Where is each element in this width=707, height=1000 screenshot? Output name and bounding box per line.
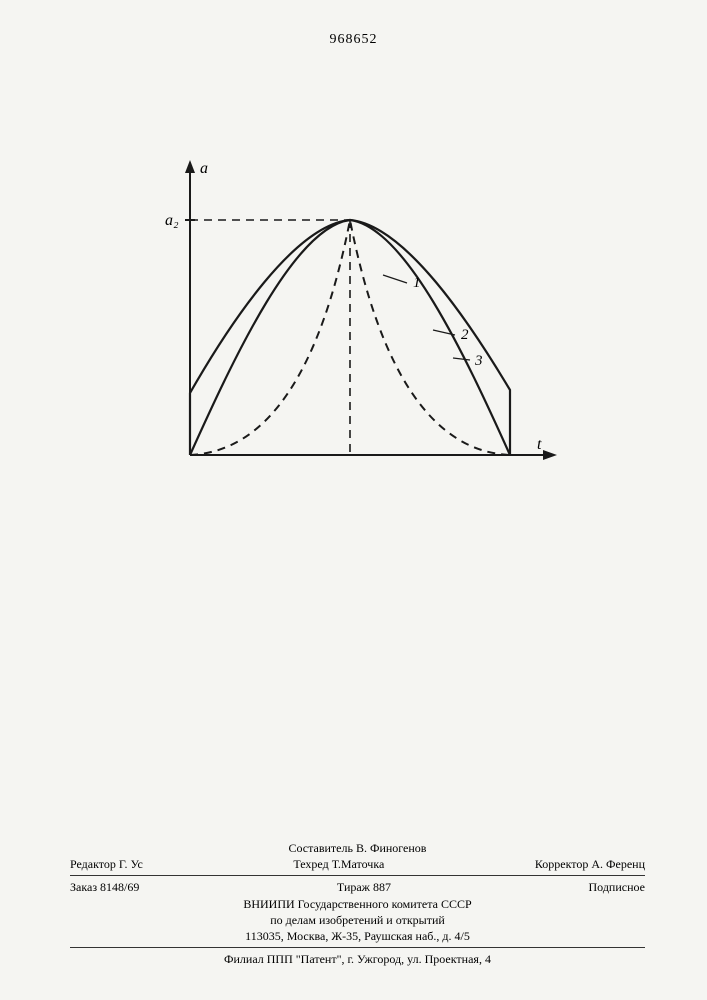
footer-rule-2 bbox=[70, 947, 645, 948]
footer-compiler: Составитель В. Финогенов bbox=[70, 840, 645, 856]
footer-corrector: Корректор А. Ференц bbox=[535, 856, 645, 872]
footer-techred: Техред Т.Маточка bbox=[293, 856, 384, 872]
curve-label-3: 3 bbox=[474, 353, 483, 369]
footer: Составитель В. Финогенов Редактор Г. Ус … bbox=[70, 840, 645, 967]
curve-label-2: 2 bbox=[461, 327, 469, 343]
chart-svg: a t a₂ 1 2 3 bbox=[145, 155, 565, 495]
footer-editor: Редактор Г. Ус bbox=[70, 856, 143, 872]
footer-org-2: по делам изобретений и открытий bbox=[70, 912, 645, 928]
y-axis-arrow bbox=[185, 160, 195, 173]
footer-rule-1 bbox=[70, 875, 645, 876]
footer-branch: Филиал ППП "Патент", г. Ужгород, ул. Про… bbox=[70, 951, 645, 967]
curve-label-1: 1 bbox=[413, 275, 421, 291]
x-axis-arrow bbox=[543, 450, 557, 460]
y-axis-label: a bbox=[200, 160, 208, 177]
footer-address: 113035, Москва, Ж-35, Раушская наб., д. … bbox=[70, 928, 645, 944]
footer-order: Заказ 8148/69 bbox=[70, 879, 139, 895]
footer-credits-row: Редактор Г. Ус Техред Т.Маточка Корректо… bbox=[70, 856, 645, 872]
leader-1 bbox=[383, 275, 407, 283]
leader-3 bbox=[453, 358, 470, 360]
a2-label: a₂ bbox=[165, 212, 179, 229]
footer-order-row: Заказ 8148/69 Тираж 887 Подписное bbox=[70, 879, 645, 895]
footer-org-1: ВНИИПИ Государственного комитета СССР bbox=[70, 896, 645, 912]
page: 968652 a t bbox=[0, 0, 707, 1000]
chart: a t a₂ 1 2 3 bbox=[145, 155, 565, 495]
document-number: 968652 bbox=[0, 32, 707, 48]
footer-subscription: Подписное bbox=[589, 879, 646, 895]
x-axis-label: t bbox=[537, 436, 542, 453]
footer-tirazh: Тираж 887 bbox=[337, 879, 391, 895]
